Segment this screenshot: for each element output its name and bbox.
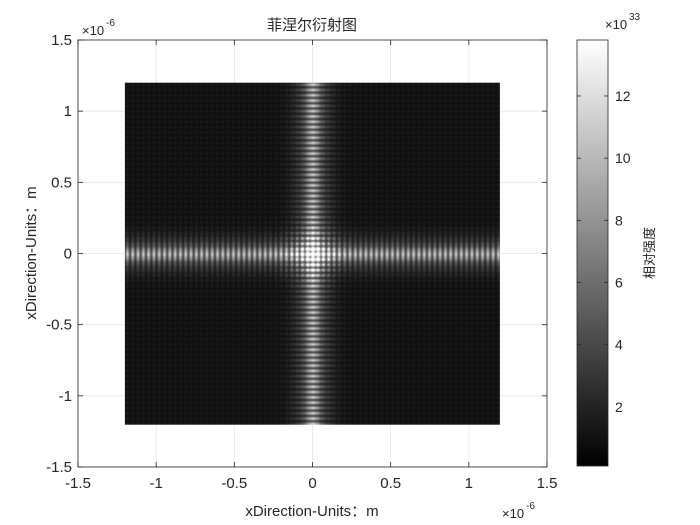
colorbar-tick-label-0: 2 <box>615 399 623 415</box>
intensity-image <box>124 82 500 425</box>
colorbar-tick-label-4: 10 <box>615 150 631 166</box>
y-tick-label-4: 0.5 <box>51 174 72 191</box>
diffraction-pattern-image <box>124 82 500 425</box>
colorbar-tick-label-2: 6 <box>615 275 623 291</box>
colorbar-label: 相对强度 <box>642 227 658 279</box>
colorbar-gradient <box>576 39 609 467</box>
y-axis-label: xDirection-Units：m <box>23 186 40 319</box>
chart-title: 菲涅尔衍射图 <box>267 16 357 34</box>
x-exponent-power: -6 <box>526 501 535 512</box>
y-tick-label-1: -1 <box>59 388 72 405</box>
colorbar-exponent-base: ×10 <box>605 17 627 32</box>
y-tick-label-6: 1.5 <box>51 32 72 49</box>
colorbar-tick-label-1: 4 <box>615 337 623 353</box>
x-exponent-base: ×10 <box>502 506 524 521</box>
x-exponent: ×10 -6 <box>502 501 535 521</box>
x-axis-label: xDirection-Units：m <box>245 503 378 520</box>
x-tick-label-0: -1.5 <box>65 475 91 492</box>
x-tick-label-6: 1.5 <box>537 475 558 492</box>
y-exponent-base: ×10 <box>82 23 104 38</box>
main-axes: -1.5 -1 -0.5 0 0.5 1 1.5 -1.5 -1 -0.5 0 0.5 1 1.5 <box>46 32 557 492</box>
colorbar-exponent-power: 33 <box>629 12 641 23</box>
y-exponent-power: -6 <box>106 18 115 29</box>
colorbar-ticks: 2 4 6 8 10 12 <box>577 88 631 415</box>
y-tick-label-2: -0.5 <box>46 317 72 334</box>
x-tick-label-1: -1 <box>149 475 162 492</box>
x-tick-label-2: -0.5 <box>221 475 247 492</box>
y-tick-label-5: 1 <box>64 103 72 120</box>
x-tick-label-5: 1 <box>465 475 473 492</box>
colorbar-tick-label-3: 8 <box>615 212 623 228</box>
y-tick-label-0: -1.5 <box>46 459 72 476</box>
y-ticks: -1.5 -1 -0.5 0 0.5 1 1.5 <box>46 32 547 476</box>
x-tick-label-4: 0.5 <box>380 475 401 492</box>
x-ticks: -1.5 -1 -0.5 0 0.5 1 1.5 <box>65 40 557 492</box>
colorbar: 2 4 6 8 10 12 ×10 33 相对强度 <box>576 12 658 467</box>
colorbar-tick-label-5: 12 <box>615 88 631 104</box>
y-exponent: ×10 -6 <box>82 18 115 38</box>
y-tick-label-3: 0 <box>64 246 72 263</box>
x-tick-label-3: 0 <box>308 475 316 492</box>
